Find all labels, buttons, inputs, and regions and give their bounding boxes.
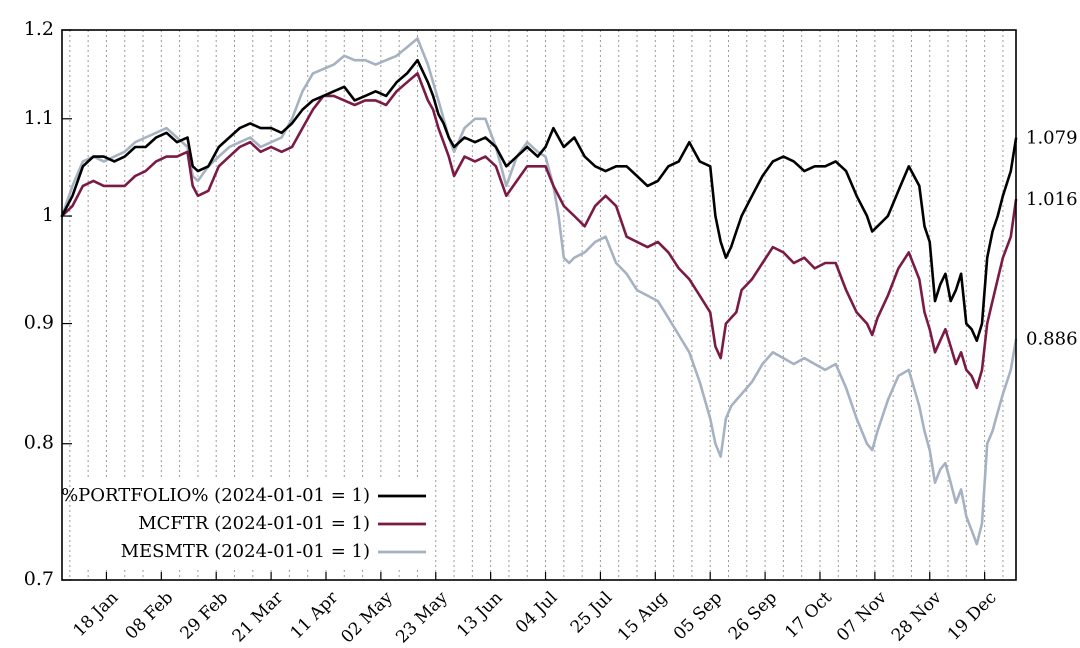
x-tick-label: 08 Feb [122,588,178,644]
series-line-0 [60,58,1018,343]
y-tick-label: 1.2 [24,18,54,40]
x-tick-label: 17 Oct [781,588,836,643]
legend-background [80,478,435,570]
x-tick-label: 21 Mar [229,587,288,646]
x-tick-label: 28 Nov [888,588,946,646]
x-tick-label: 29 Feb [176,588,232,644]
plot-frame [61,29,1017,581]
end-value-label-2: 0.886 [1026,329,1078,350]
x-tick-label: 26 Sep [725,588,781,644]
y-tick-label: 0.9 [24,312,54,334]
series-lines [60,37,1018,546]
legend-entry-label-1: MCFTR (2024-01-01 = 1) [138,513,370,534]
end-value-labels: 1.079 1.016 0.886 [1026,127,1078,349]
x-tick-label: 23 May [392,588,452,648]
x-tick-label: 05 Sep [670,588,726,644]
y-tick-label: 1.1 [24,107,54,129]
x-tick-label: 25 Jul [567,588,617,638]
x-tick-label: 15 Aug [614,588,671,645]
y-tick-label: 0.8 [24,432,54,454]
x-tick-label: 02 May [337,588,397,648]
x-tick-label: 07 Nov [833,588,891,646]
legend-entry-label-0: %PORTFOLIO% (2024-01-01 = 1) [61,485,370,506]
x-tick-label: 19 Dec [944,588,1001,645]
legend-entry-label-2: MESMTR (2024-01-01 = 1) [121,541,370,562]
end-value-label-0: 1.079 [1026,127,1078,148]
y-tick-label: 0.7 [24,568,54,590]
series-line-2 [60,37,1018,546]
x-tick-label: 04 Jul [512,588,562,638]
legend: %PORTFOLIO% (2024-01-01 = 1) MCFTR (2024-… [61,478,435,570]
end-value-label-1: 1.016 [1026,189,1078,210]
series-line-1 [60,72,1018,390]
y-tick-label: 1 [42,204,54,226]
x-tick-label: 13 Jun [453,588,507,642]
x-tick-label: 18 Jan [69,588,122,641]
x-tick-label: 11 Apr [287,587,343,643]
y-axis-ticks: 0.7 0.8 0.9 1 1.1 1.2 [24,18,72,590]
